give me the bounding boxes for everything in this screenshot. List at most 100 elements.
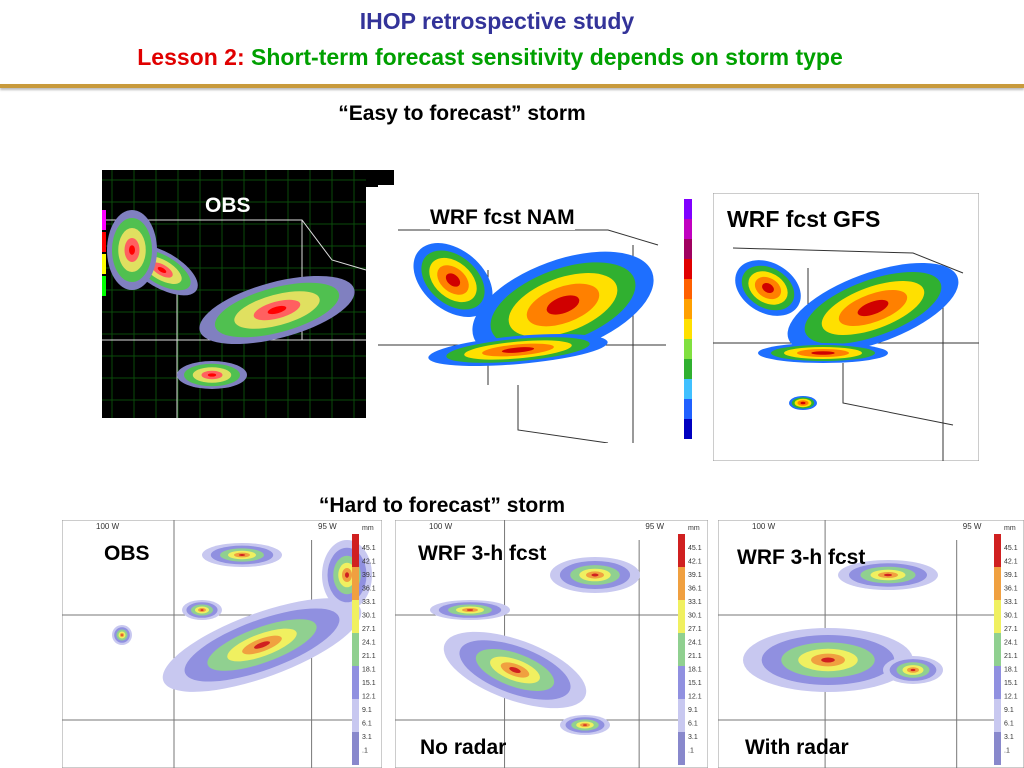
lesson-label: Lesson 2: bbox=[137, 44, 245, 70]
colorbar-label: 21.1 bbox=[688, 653, 702, 660]
colorbar-step bbox=[684, 259, 692, 279]
echo bbox=[884, 573, 892, 577]
colorbar-label: 45.1 bbox=[1004, 545, 1018, 552]
echo bbox=[821, 657, 835, 663]
colorbar-label: 24.1 bbox=[1004, 640, 1018, 647]
colorbar-label: 27.1 bbox=[362, 626, 376, 633]
colorbar-label: 6.1 bbox=[362, 721, 372, 728]
colorbar-label: 6.1 bbox=[688, 721, 698, 728]
legend-chip bbox=[102, 276, 106, 296]
echo bbox=[129, 245, 135, 255]
colorbar-label: 21.1 bbox=[362, 653, 376, 660]
colorbar-label: 30.1 bbox=[688, 613, 702, 620]
echo bbox=[254, 641, 270, 649]
echo bbox=[501, 347, 535, 353]
hard-noradar-map: 100 W 95 W mm 45.1 42.1 39.1 36.1 33.1 30.1 27.1 2… bbox=[395, 520, 708, 768]
colorbar-label: 36.1 bbox=[1004, 586, 1018, 593]
colorbar-step bbox=[994, 567, 1001, 600]
colorbar-step bbox=[994, 699, 1001, 732]
colorbar-unit: mm bbox=[688, 525, 700, 532]
divider bbox=[0, 84, 1024, 88]
panel-label: WRF fcst GFS bbox=[727, 206, 881, 232]
colorbar-step bbox=[352, 534, 359, 567]
map-label: 100 W bbox=[96, 522, 120, 531]
title: IHOP retrospective study bbox=[359, 8, 635, 34]
echo bbox=[238, 554, 246, 556]
panel-label: WRF 3-h fcst bbox=[418, 542, 547, 565]
colorbar-step bbox=[684, 319, 692, 339]
colorbar-step bbox=[352, 732, 359, 765]
colorbar-step bbox=[678, 666, 685, 699]
echo bbox=[121, 634, 123, 636]
map-label: 95 W bbox=[645, 522, 664, 531]
colorbar-label: 30.1 bbox=[1004, 613, 1018, 620]
colorbar-label: 15.1 bbox=[1004, 680, 1018, 687]
colorbar-label: 33.1 bbox=[688, 599, 702, 606]
map-label: 95 W bbox=[318, 522, 337, 531]
colorbar-label: 9.1 bbox=[362, 707, 372, 714]
colorbar-label: 18.1 bbox=[362, 667, 376, 674]
colorbar-label: 24.1 bbox=[362, 640, 376, 647]
colorbar-step bbox=[994, 732, 1001, 765]
echo bbox=[267, 305, 287, 315]
panel-label: OBS bbox=[104, 542, 150, 565]
echo bbox=[466, 609, 474, 611]
colorbar-step bbox=[678, 534, 685, 567]
colorbar-label: 3.1 bbox=[688, 734, 698, 741]
echo bbox=[345, 572, 349, 578]
map-label: 100 W bbox=[752, 522, 776, 531]
colorbar-label: 18.1 bbox=[1004, 667, 1018, 674]
colorbar-step bbox=[352, 567, 359, 600]
colorbar-label: 27.1 bbox=[688, 626, 702, 633]
nam-map bbox=[378, 185, 666, 443]
caption: With radar bbox=[745, 736, 849, 759]
colorbar-label: 12.1 bbox=[688, 694, 702, 701]
colorbar-label: 33.1 bbox=[1004, 599, 1018, 606]
colorbar-step bbox=[678, 699, 685, 732]
colorbar-step bbox=[994, 633, 1001, 666]
colorbar-step bbox=[678, 732, 685, 765]
map-label: 95 W bbox=[963, 522, 982, 531]
colorbar-label: 45.1 bbox=[688, 545, 702, 552]
colorbar-step bbox=[684, 399, 692, 419]
colorbar-unit: mm bbox=[1004, 525, 1016, 532]
legend-chip bbox=[102, 254, 106, 274]
colorbar-label: 30.1 bbox=[362, 613, 376, 620]
colorbar-step bbox=[684, 299, 692, 319]
colorbar-label: 15.1 bbox=[362, 680, 376, 687]
echo bbox=[811, 351, 835, 355]
colorbar-label: 12.1 bbox=[1004, 694, 1018, 701]
colorbar-step bbox=[678, 633, 685, 666]
colorbar-label: 9.1 bbox=[1004, 707, 1014, 714]
colorbar-label: 21.1 bbox=[1004, 653, 1018, 660]
colorbar-label: .1 bbox=[1004, 748, 1010, 755]
colorbar-label: 27.1 bbox=[1004, 626, 1018, 633]
colorbar-label: 42.1 bbox=[362, 559, 376, 566]
colorbar-label: 9.1 bbox=[688, 707, 698, 714]
hard-obs-map: 100 W 95 W mm 45.1 42.1 39.1 36.1 33.1 30.1 27.1 2… bbox=[62, 520, 382, 768]
border bbox=[842, 363, 954, 426]
colorbar-label: 45.1 bbox=[362, 545, 376, 552]
echo bbox=[800, 401, 806, 405]
colorbar-unit: mm bbox=[362, 525, 374, 532]
caption: No radar bbox=[420, 736, 507, 759]
echo bbox=[207, 373, 217, 377]
border bbox=[732, 247, 964, 274]
colorbar-step bbox=[684, 419, 692, 439]
legend-chip bbox=[102, 210, 106, 230]
colorbar-label: 3.1 bbox=[362, 734, 372, 741]
colorbar-label: .1 bbox=[688, 748, 694, 755]
easy-heading: “Easy to forecast” storm bbox=[338, 102, 586, 125]
colorbar-step bbox=[678, 600, 685, 633]
echo bbox=[509, 666, 521, 674]
colorbar-label: 18.1 bbox=[688, 667, 702, 674]
echo bbox=[591, 573, 599, 577]
border bbox=[517, 385, 609, 443]
colorbar-step bbox=[684, 359, 692, 379]
obs-map bbox=[102, 170, 394, 418]
colorbar-label: .1 bbox=[362, 748, 368, 755]
colorbar-step bbox=[678, 567, 685, 600]
echo bbox=[546, 295, 580, 315]
echo bbox=[200, 609, 204, 611]
